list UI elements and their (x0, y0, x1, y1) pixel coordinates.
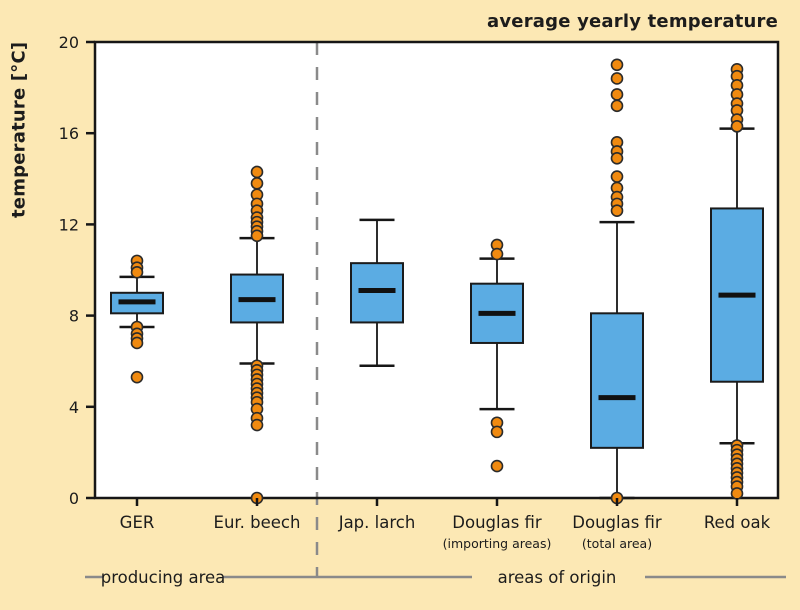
category-sublabel: (importing areas) (443, 536, 552, 551)
outlier-point (730, 487, 744, 500)
outlier-point (610, 88, 624, 101)
outlier-point (610, 58, 624, 72)
plot-area: 0 4 8 12 16 20 GER Eur. beech Jap. larch Douglas … (59, 33, 780, 577)
category-label: Douglas fir (452, 513, 542, 532)
outlier-point (610, 170, 624, 183)
category-label: Eur. beech (214, 513, 301, 532)
outlier-point (730, 120, 744, 133)
outlier-point (610, 151, 624, 165)
outlier-point (490, 459, 504, 473)
outlier-point (130, 265, 144, 279)
y-tick-label: 16 (59, 124, 79, 143)
outlier-point (250, 177, 264, 190)
chart-title: average yearly temperature (487, 11, 778, 32)
outlier-point (130, 336, 144, 350)
plot-background (95, 42, 778, 498)
outlier-point (490, 425, 504, 439)
outlier-point (490, 247, 504, 261)
plot-frame (93, 40, 780, 500)
group-label-areas-of-origin: areas of origin (498, 568, 617, 587)
category-label: Jap. larch (338, 513, 416, 532)
outlier-point (610, 204, 624, 218)
y-tick-label: 8 (69, 307, 79, 326)
iqr-box (590, 312, 644, 449)
y-tick-label: 12 (59, 215, 79, 234)
y-tick-label: 4 (69, 398, 79, 417)
outlier-point (250, 165, 264, 179)
outlier-point (250, 229, 264, 243)
group-label-producing-area: producing area (101, 568, 226, 587)
category-label: Red oak (704, 513, 771, 532)
y-tick-label: 0 (69, 489, 79, 508)
y-tick-label: 20 (59, 33, 79, 52)
category-label: Douglas fir (572, 513, 662, 532)
outlier-point (610, 99, 624, 113)
outlier-point (610, 72, 624, 85)
outlier-point (250, 418, 264, 432)
outlier-point (130, 370, 144, 384)
category-label: GER (120, 513, 155, 532)
category-sublabel: (total area) (582, 536, 652, 551)
